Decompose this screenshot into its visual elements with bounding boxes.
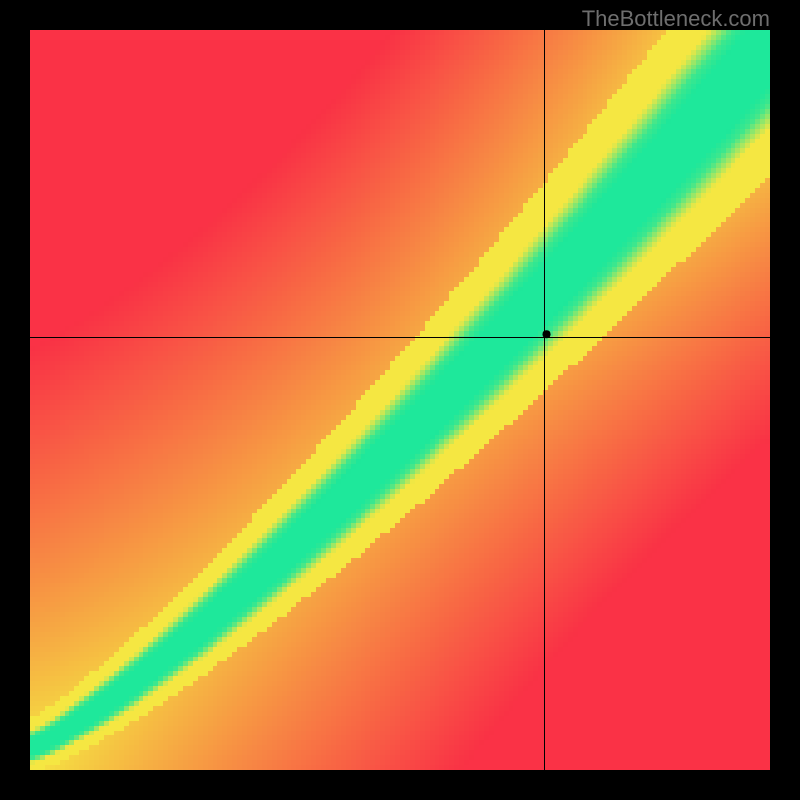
heatmap-canvas xyxy=(30,30,770,770)
heatmap-container xyxy=(30,30,770,770)
watermark-text: TheBottleneck.com xyxy=(582,6,770,32)
